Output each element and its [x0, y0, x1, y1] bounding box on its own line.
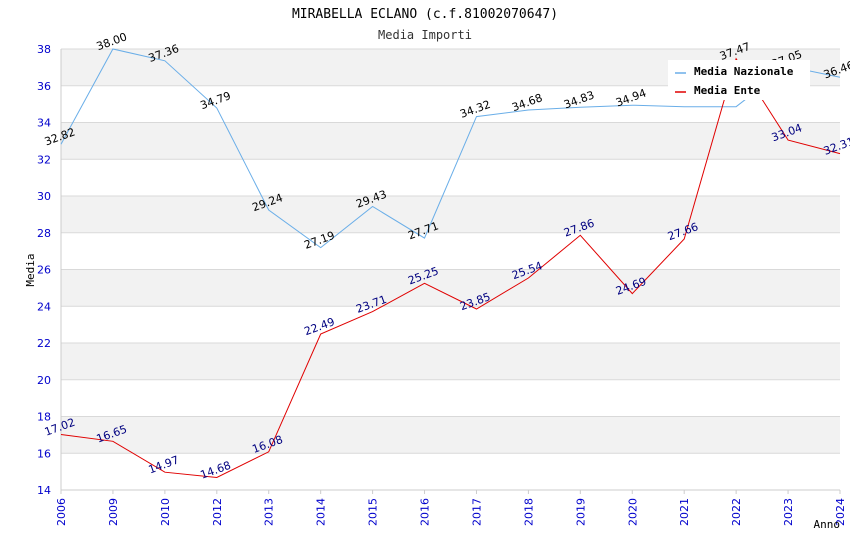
x-tick-label: 2006: [55, 498, 68, 526]
y-tick-label: 32: [37, 153, 51, 166]
x-tick-label: 2024: [834, 498, 847, 526]
x-tick-label: 2018: [522, 498, 535, 526]
x-axis-label: Anno: [814, 518, 841, 531]
x-tick-label: 2014: [315, 498, 328, 526]
y-tick-label: 22: [37, 337, 51, 350]
legend-label-media-nazionale: Media Nazionale: [694, 65, 794, 78]
x-tick-label: 2022: [730, 498, 743, 526]
x-axis: 2006 2009 2010 2012 2013 2014 2015 2016 2017 2018…: [55, 489, 847, 526]
plot-band: [61, 196, 840, 233]
x-tick-label: 2021: [678, 498, 691, 526]
y-tick-label: 26: [37, 264, 51, 277]
x-tick-label: 2023: [782, 498, 795, 526]
chart-subtitle: Media Importi: [378, 28, 472, 42]
y-tick-label: 28: [37, 227, 51, 240]
x-tick-label: 2019: [574, 498, 587, 526]
plot-band: [61, 232, 840, 270]
plot-band: [61, 122, 840, 160]
y-tick-label: 30: [37, 190, 51, 203]
y-axis: 14 16 18 20 22 24 26 28 30 32 34 36 38: [37, 43, 62, 497]
legend: Media Nazionale Media Ente: [668, 60, 810, 100]
x-tick-label: 2012: [211, 498, 224, 526]
x-tick-label: 2020: [626, 498, 639, 526]
x-tick-label: 2010: [159, 498, 172, 526]
series-lines: [60, 48, 841, 479]
legend-label-media-ente: Media Ente: [694, 84, 761, 97]
x-tick-label: 2009: [107, 498, 120, 526]
series-line-media-nazionale: [60, 48, 841, 249]
y-tick-label: 20: [37, 374, 51, 387]
y-tick-label: 18: [37, 411, 51, 424]
plot-band: [61, 453, 840, 490]
y-tick-label: 38: [37, 43, 51, 56]
chart-title: MIRABELLA ECLANO (c.f.81002070647): [292, 7, 558, 22]
legend-box: [668, 60, 810, 100]
plot-band: [61, 379, 840, 417]
x-tick-label: 2017: [470, 498, 483, 526]
plot-band: [61, 343, 840, 380]
plot-band: [61, 306, 840, 343]
plot-background-bands: [61, 49, 840, 490]
series-line-media-ente: [60, 57, 841, 479]
plot-band: [61, 269, 840, 307]
plot-band: [61, 416, 840, 454]
y-tick-label: 16: [37, 447, 51, 460]
y-tick-label: 24: [37, 300, 51, 313]
x-tick-label: 2013: [263, 498, 276, 526]
y-tick-label: 14: [37, 484, 51, 497]
y-tick-label: 36: [37, 80, 51, 93]
x-tick-label: 2016: [419, 498, 432, 526]
y-axis-label: Media: [24, 253, 37, 286]
y-tick-label: 34: [37, 117, 51, 130]
x-tick-label: 2015: [367, 498, 380, 526]
